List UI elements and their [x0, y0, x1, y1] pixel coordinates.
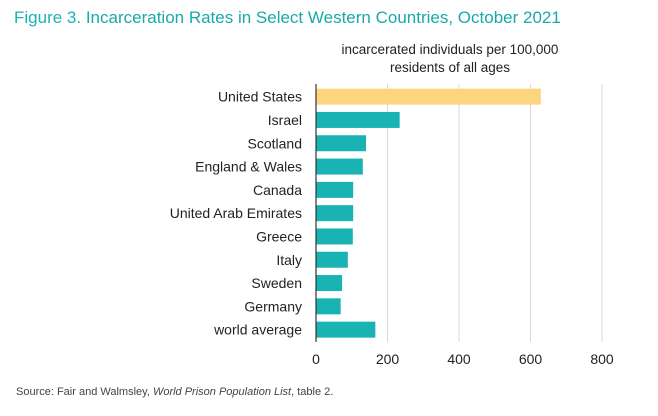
category-label-israel: Israel — [268, 112, 302, 128]
category-label-italy: Italy — [276, 252, 302, 268]
category-labels: United States Israel Scotland England & Wal… — [170, 89, 303, 338]
tick-label-0: 0 — [312, 351, 320, 367]
source-prefix: Source: Fair and Walmsley, — [16, 386, 153, 398]
category-label-canada: Canada — [253, 182, 302, 198]
bar-canada — [316, 181, 354, 198]
tick-label-400: 400 — [447, 351, 471, 367]
chart-title: Figure 3. Incarceration Rates in Select … — [14, 8, 561, 28]
unit-label-line2: residents of all ages — [389, 60, 511, 75]
unit-label: incarcerated individuals per 100,000 res… — [320, 41, 580, 77]
figure-label: Figure 3. — [14, 8, 82, 27]
bars — [315, 84, 541, 342]
category-label-england-wales: England & Wales — [195, 159, 302, 175]
bar-germany — [316, 298, 341, 315]
bar-scotland — [316, 135, 367, 152]
grid-lines — [387, 84, 603, 342]
bar-united-arab-emirates — [316, 205, 354, 222]
category-label-scotland: Scotland — [248, 135, 302, 151]
bar-world-average — [316, 321, 376, 338]
bar-chart: United States Israel Scotland England & Wal… — [170, 84, 614, 367]
category-label-united-states: United States — [218, 89, 302, 105]
source-suffix: , table 2. — [291, 386, 334, 398]
tick-label-600: 600 — [519, 351, 543, 367]
source-title: World Prison Population List — [152, 386, 292, 398]
bar-united-states — [316, 88, 541, 105]
category-label-sweden: Sweden — [251, 275, 302, 291]
bar-israel — [316, 111, 400, 128]
tick-label-200: 200 — [376, 351, 400, 367]
category-label-world-average: world average — [213, 322, 302, 338]
title-text: Incarceration Rates in Select Western Co… — [85, 8, 561, 27]
tick-label-800: 800 — [590, 351, 614, 367]
source-note: Source: Fair and Walmsley, World Prison … — [16, 386, 333, 398]
tick-labels: 0 200 400 600 800 — [312, 351, 614, 367]
bar-sweden — [316, 275, 343, 292]
category-label-germany: Germany — [244, 298, 302, 314]
category-label-greece: Greece — [256, 228, 302, 244]
bar-greece — [316, 228, 353, 245]
unit-label-line1: incarcerated individuals per 100,000 — [341, 42, 559, 57]
bar-italy — [316, 251, 348, 268]
category-label-united-arab-emirates: United Arab Emirates — [170, 205, 302, 221]
bar-england-wales — [316, 158, 363, 175]
